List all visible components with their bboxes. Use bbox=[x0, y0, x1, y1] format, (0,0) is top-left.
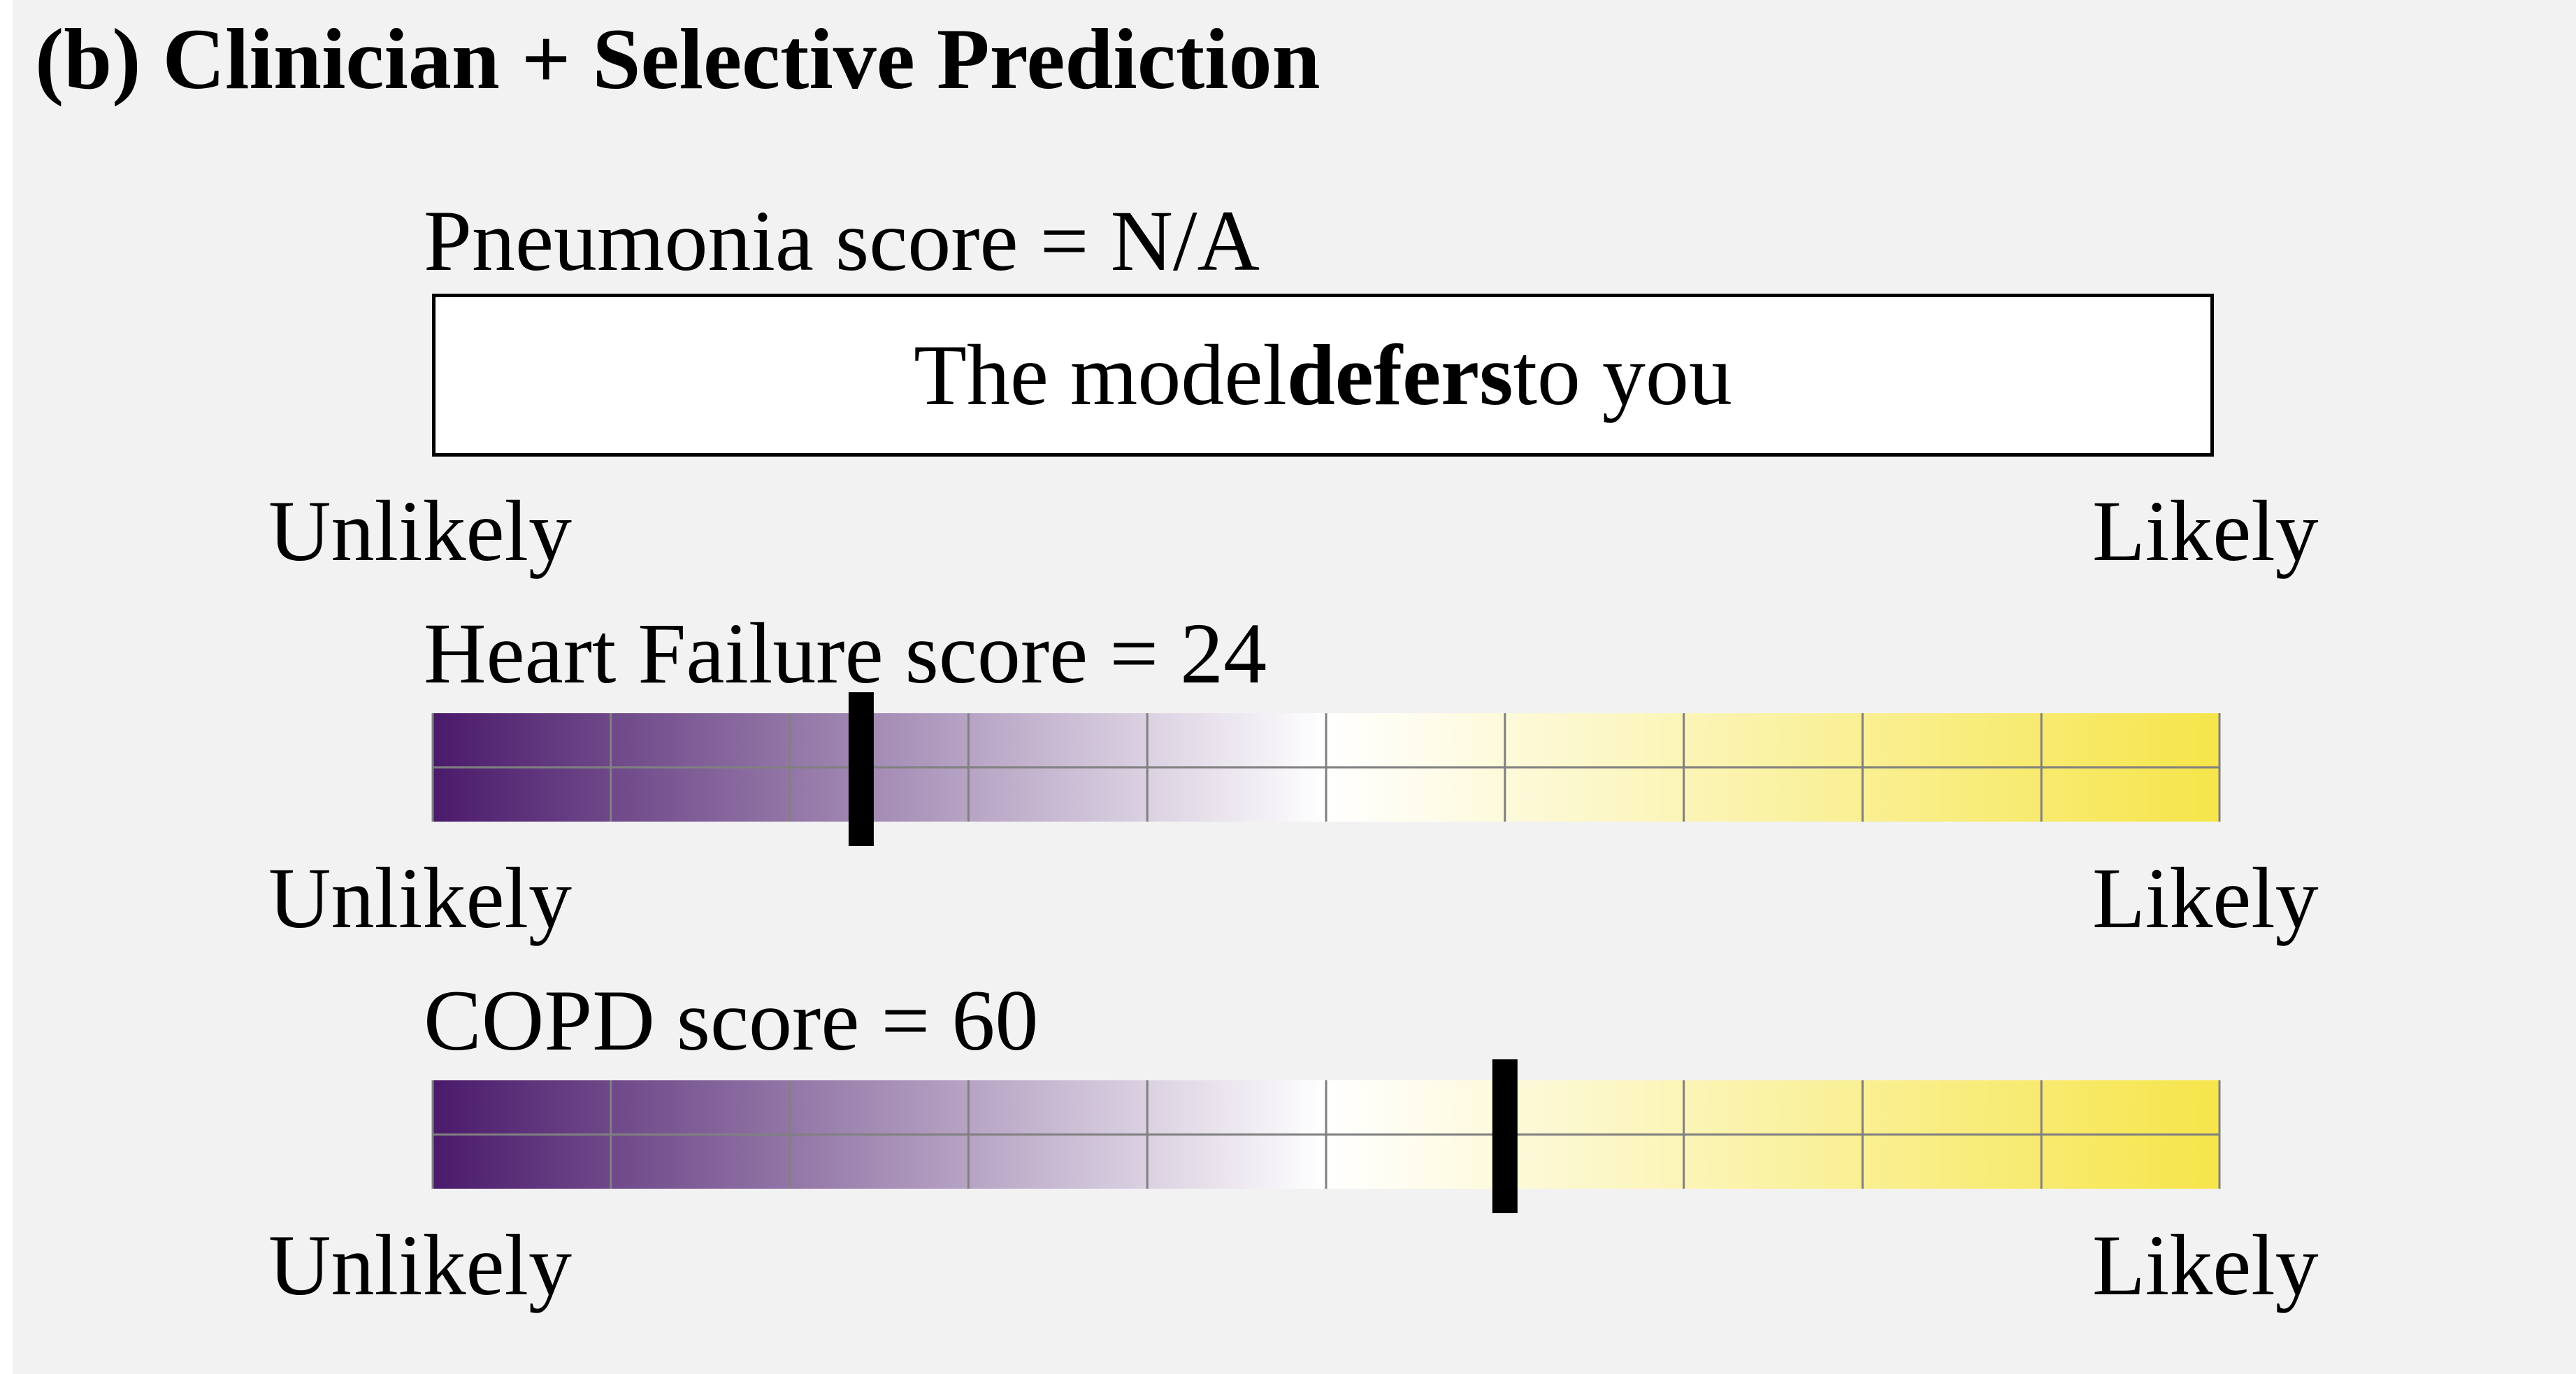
copd-likely-label: Likely bbox=[2092, 1217, 2319, 1313]
copd-gradient-bar bbox=[431, 1059, 2221, 1213]
heart-failure-score-marker bbox=[848, 692, 874, 846]
heart-failure-likely-label: Likely bbox=[2092, 850, 2319, 946]
defer-message-bold: defers bbox=[1286, 327, 1513, 423]
copd-unlikely-label: Unlikely bbox=[268, 1217, 572, 1313]
heart-failure-scale bbox=[431, 692, 2221, 846]
pneumonia-score-label: Pneumonia score = N/A bbox=[424, 193, 1260, 289]
pneumonia-likely-label: Likely bbox=[2092, 483, 2319, 579]
defer-message-prefix: The model bbox=[914, 327, 1287, 423]
copd-score-marker bbox=[1492, 1059, 1518, 1213]
copd-score-label: COPD score = 60 bbox=[424, 973, 1039, 1068]
heart-failure-unlikely-label: Unlikely bbox=[268, 850, 572, 946]
defer-message-box: The model defers to you bbox=[432, 294, 2214, 457]
pneumonia-unlikely-label: Unlikely bbox=[268, 483, 572, 579]
defer-message-suffix: to you bbox=[1513, 327, 1732, 423]
figure-panel: (b) Clinician + Selective Prediction Pne… bbox=[13, 0, 2576, 1374]
panel-title: (b) Clinician + Selective Prediction bbox=[35, 11, 1321, 107]
heart-failure-score-label: Heart Failure score = 24 bbox=[424, 606, 1267, 701]
heart-failure-gradient-bar bbox=[431, 692, 2221, 846]
copd-scale bbox=[431, 1059, 2221, 1213]
